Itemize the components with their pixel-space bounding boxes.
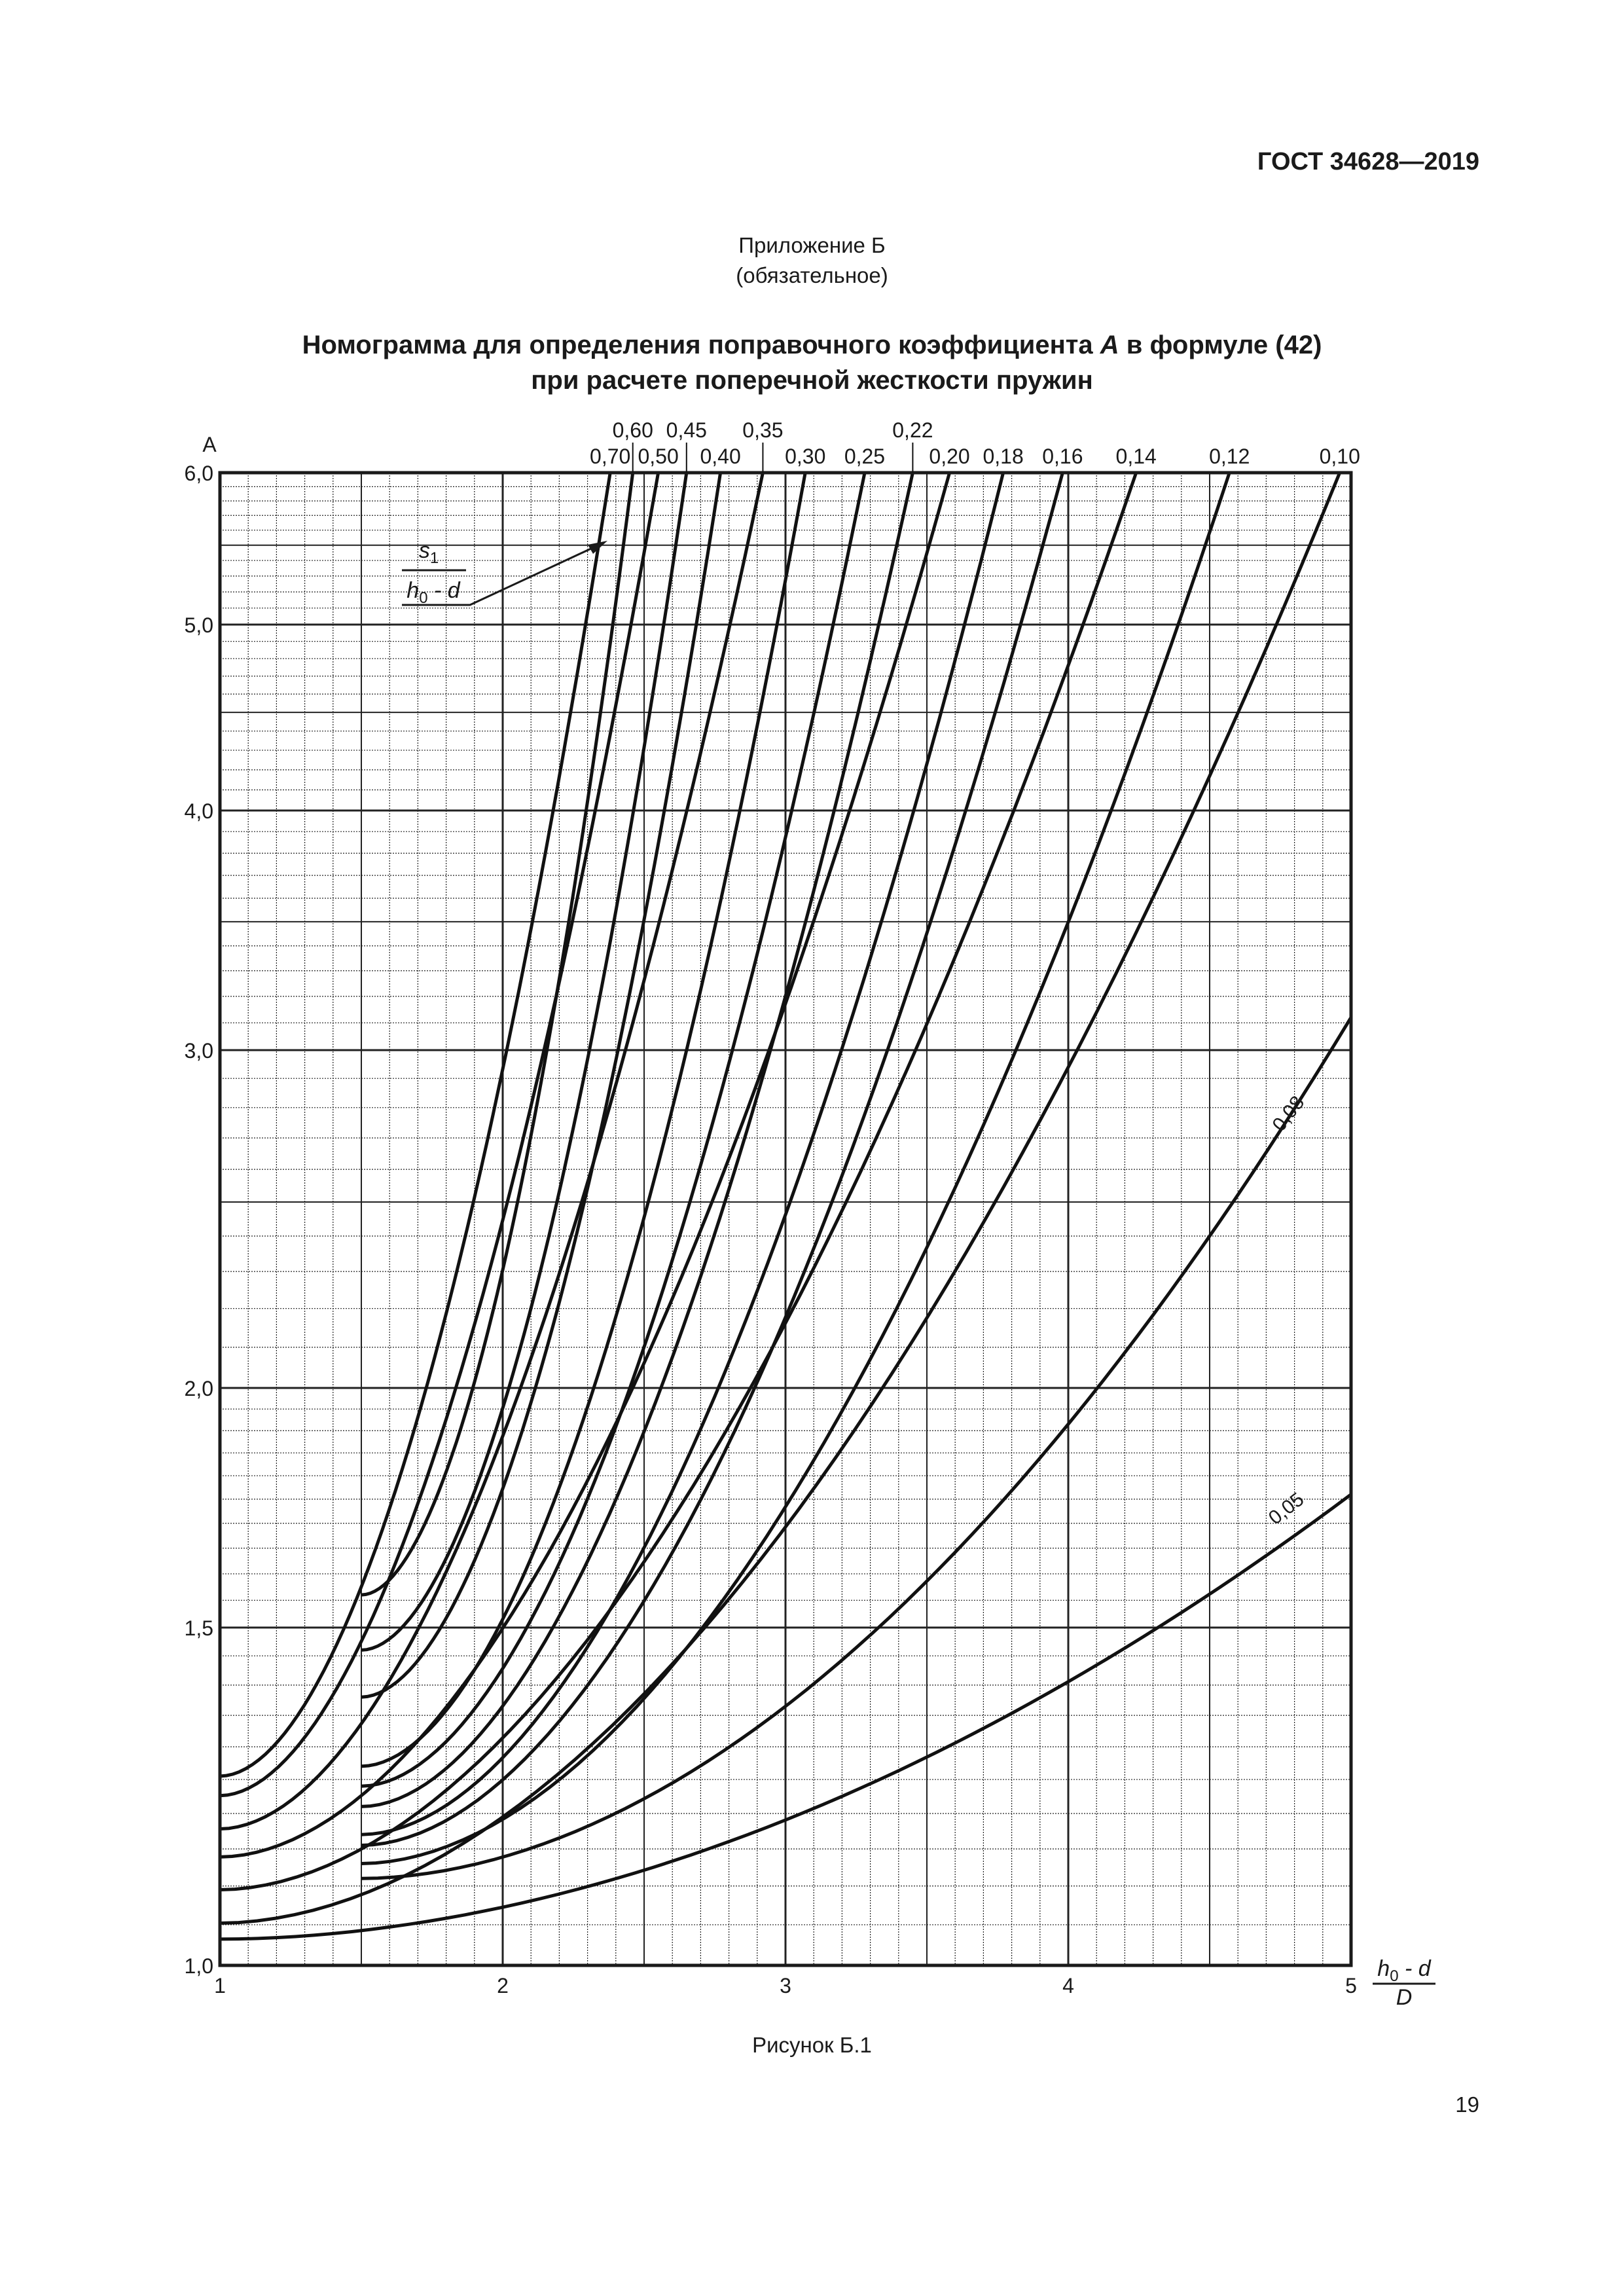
y-tick-label: 3,0 [185,1039,213,1063]
curve-0-05 [219,1493,1352,1941]
curve-0-25 [361,472,867,1788]
x-tick-label: 1 [214,1974,226,1997]
curves [219,472,1353,1941]
legend-leader-line [402,542,603,606]
figure-title-line1: Номограмма для определения поправочного … [0,327,1624,363]
curve-label: 0,12 [1209,445,1250,468]
figure-title-line2: при расчете поперечной жесткости пружин [531,366,1093,395]
y-tick-label: 6,0 [185,462,213,485]
curve-0-20 [219,472,952,1859]
y-tick-label: 1,5 [185,1616,213,1640]
x-label-numerator: h0 - d [1377,1956,1431,1985]
curve-0-60 [361,472,635,1597]
title-text-end: в формуле (42) [1119,331,1322,359]
y-tick-label: 1,0 [185,1954,213,1978]
curve-label: 0,25 [844,445,885,468]
curve-label: 0,14 [1116,445,1157,468]
curve-label: 0,45 [666,418,707,442]
plot-frame [218,471,1353,1967]
curve-label: 0,40 [700,445,740,468]
appendix-status: (обязательное) [736,263,888,287]
curve-0-50 [219,472,660,1798]
curve-0-30 [361,472,807,1768]
curve-0-10 [219,472,1342,1925]
curve-0-12 [361,472,1231,1865]
curve-label: 0,70 [590,445,630,468]
y-tick-label: 5,0 [185,613,213,637]
y-axis-ticks: 1,0 1,5 2,0 3,0 4,0 5,0 6,0 [185,462,213,1978]
curve-0-70 [219,472,612,1778]
curve-0-18 [361,472,1005,1836]
x-axis-label: h0 - d D [1373,1956,1435,2010]
figure-title: Номограмма для определения поправочного … [0,327,1624,398]
curve-label: 0,30 [785,445,825,468]
curve-0-22 [361,472,914,1808]
x-label-denominator: D [1396,1985,1413,2010]
y-tick-label: 2,0 [185,1377,213,1400]
curve-labels-top: 0,70 0,60 0,50 0,45 0,400,350,30 0,25 0,22 0,20… [590,418,1360,473]
appendix-heading: Приложение Б (обязательное) [0,230,1624,291]
curve-0-14 [219,472,1138,1891]
figure-caption: Рисунок Б.1 [752,2033,872,2057]
curve-0-08 [361,1016,1353,1880]
curve-label: 0,18 [983,445,1023,468]
curve-0-40 [361,472,723,1699]
x-tick-label: 3 [780,1974,791,1997]
curve-0-16 [361,472,1064,1848]
arrow-head-icon [588,541,607,554]
curve-label: 0,50 [638,445,678,468]
curve-0-45 [361,472,689,1652]
curve-label: 0,10 [1320,445,1360,468]
curve-label: 0,35 [742,418,783,442]
x-axis-ticks: 1 2 3 4 5 [214,1974,1357,1997]
param-denominator: h0 - d [406,578,460,607]
title-symbol: A [1100,331,1119,359]
appendix-title: Приложение Б [738,233,886,257]
standard-code: ГОСТ 34628—2019 [1257,148,1479,175]
parameter-legend: s1 h0 - d [402,538,607,607]
title-text: Номограмма для определения поправочного … [302,331,1100,359]
curve-label: 0,60 [613,418,653,442]
x-tick-label: 5 [1345,1974,1357,1997]
page-number: 19 [1455,2092,1479,2117]
curve-label: 0,22 [892,418,933,442]
x-tick-label: 4 [1062,1974,1074,1997]
y-axis-label: A [202,433,217,456]
curve-0-35 [219,472,765,1831]
curve-label: 0,20 [929,445,969,468]
curve-label: 0,16 [1042,445,1083,468]
param-numerator: s1 [419,538,439,567]
x-tick-label: 2 [497,1974,509,1997]
y-tick-label: 4,0 [185,799,213,823]
